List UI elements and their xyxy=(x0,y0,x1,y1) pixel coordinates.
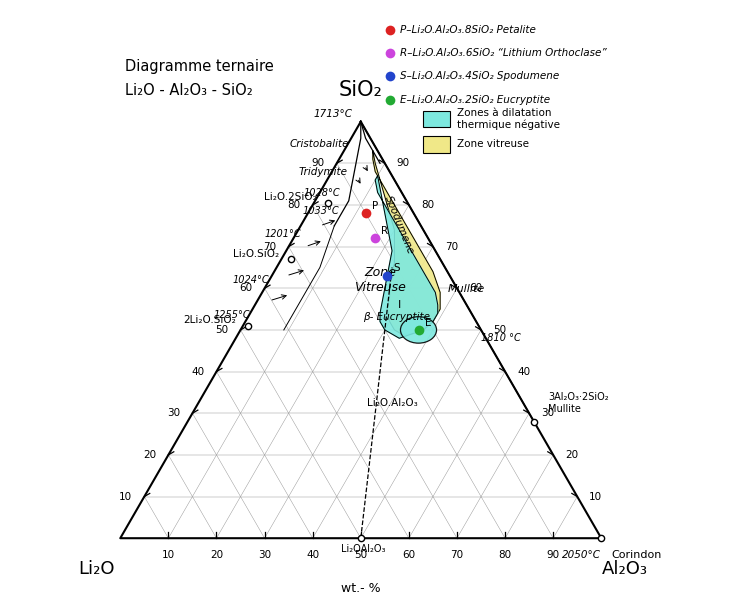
Text: 30: 30 xyxy=(258,550,271,560)
Text: 1713°C: 1713°C xyxy=(313,109,352,119)
Text: Li₂O: Li₂O xyxy=(78,560,115,578)
Text: Li₂O.2SiO₂: Li₂O.2SiO₂ xyxy=(263,193,316,203)
Text: Zone vitreuse: Zone vitreuse xyxy=(457,139,529,150)
Text: Tridymite: Tridymite xyxy=(299,167,347,178)
Text: 80: 80 xyxy=(498,550,512,560)
Text: 70: 70 xyxy=(445,242,458,252)
Text: 50: 50 xyxy=(354,550,367,560)
Text: 90: 90 xyxy=(547,550,560,560)
Text: 30: 30 xyxy=(541,408,554,418)
Text: Diagramme ternaire: Diagramme ternaire xyxy=(125,59,274,74)
Text: 40: 40 xyxy=(517,367,530,377)
Text: 60: 60 xyxy=(403,550,415,560)
Text: 2050°C: 2050°C xyxy=(562,550,601,560)
Text: Zone
Vitreuse: Zone Vitreuse xyxy=(354,266,406,294)
Text: P: P xyxy=(372,201,378,211)
Text: 1810 °C: 1810 °C xyxy=(481,333,521,343)
Text: Al₂O₃: Al₂O₃ xyxy=(602,560,648,578)
Text: Mullite: Mullite xyxy=(447,284,484,294)
Text: Cristobalite: Cristobalite xyxy=(289,139,349,150)
Text: Li₂O.SiO₂: Li₂O.SiO₂ xyxy=(233,249,279,259)
Text: 10: 10 xyxy=(119,492,132,502)
Text: E: E xyxy=(425,318,431,328)
Text: I: I xyxy=(397,300,401,310)
Text: S–Li₂O.Al₂O₃.4SiO₂ Spodumene: S–Li₂O.Al₂O₃.4SiO₂ Spodumene xyxy=(400,71,559,81)
Text: E–Li₂O.Al₂O₃.2SiO₂ Eucryptite: E–Li₂O.Al₂O₃.2SiO₂ Eucryptite xyxy=(400,94,551,105)
Polygon shape xyxy=(375,176,438,338)
Text: 20: 20 xyxy=(144,450,156,460)
Text: Spodumene: Spodumene xyxy=(383,195,416,257)
Text: 1033°C: 1033°C xyxy=(302,206,339,216)
Text: 60: 60 xyxy=(469,283,482,293)
Text: Li₂OAl₂O₃: Li₂OAl₂O₃ xyxy=(341,544,386,554)
Text: 20: 20 xyxy=(565,450,578,460)
Text: 40: 40 xyxy=(191,367,205,377)
Text: R–Li₂O.Al₂O₃.6SiO₂ “Lithium Orthoclase”: R–Li₂O.Al₂O₃.6SiO₂ “Lithium Orthoclase” xyxy=(400,48,607,59)
Text: 90: 90 xyxy=(311,158,325,168)
Text: wt.- %: wt.- % xyxy=(341,581,381,594)
Text: 70: 70 xyxy=(263,242,277,252)
Polygon shape xyxy=(373,151,440,334)
Text: Zones à dilatation
thermique négative: Zones à dilatation thermique négative xyxy=(457,108,560,130)
Text: 80: 80 xyxy=(288,200,301,210)
Text: 50: 50 xyxy=(216,325,228,335)
Text: 1028°C: 1028°C xyxy=(304,188,340,199)
Text: Li₂O - Al₂O₃ - SiO₂: Li₂O - Al₂O₃ - SiO₂ xyxy=(125,83,253,98)
Bar xyxy=(423,111,450,127)
Text: 40: 40 xyxy=(306,550,319,560)
Text: 90: 90 xyxy=(397,158,410,168)
Text: 70: 70 xyxy=(450,550,464,560)
Text: 60: 60 xyxy=(239,283,252,293)
Text: Corindon: Corindon xyxy=(611,550,661,560)
Text: 10: 10 xyxy=(162,550,175,560)
Text: R: R xyxy=(381,226,389,236)
Text: 2Li₂O.SiO₂: 2Li₂O.SiO₂ xyxy=(183,315,236,325)
Text: 1255°C: 1255°C xyxy=(213,310,250,320)
Text: 50: 50 xyxy=(493,325,506,335)
Bar xyxy=(423,136,450,153)
Text: 1024°C: 1024°C xyxy=(233,274,269,285)
Text: 1201°C: 1201°C xyxy=(264,229,301,239)
Text: 20: 20 xyxy=(210,550,223,560)
Text: SiO₂: SiO₂ xyxy=(339,80,383,100)
Text: P–Li₂O.Al₂O₃.8SiO₂ Petalite: P–Li₂O.Al₂O₃.8SiO₂ Petalite xyxy=(400,25,536,35)
Text: 3Al₂O₃·2SiO₂
Mullite: 3Al₂O₃·2SiO₂ Mullite xyxy=(548,392,609,414)
Text: 10: 10 xyxy=(590,492,602,502)
Text: Li₂O.Al₂O₃: Li₂O.Al₂O₃ xyxy=(367,398,417,408)
Text: β- Eucryptite: β- Eucryptite xyxy=(364,312,431,322)
Text: 30: 30 xyxy=(167,408,180,418)
Text: S: S xyxy=(394,263,400,273)
Text: 80: 80 xyxy=(421,200,434,210)
Ellipse shape xyxy=(400,317,436,343)
